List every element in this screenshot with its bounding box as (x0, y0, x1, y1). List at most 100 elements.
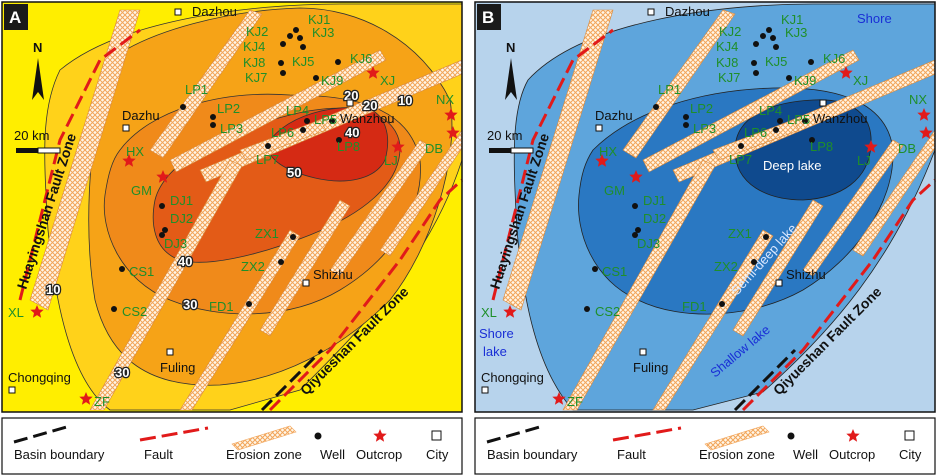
legend-fault-line (139, 426, 209, 442)
well-label: LP3 (693, 121, 716, 136)
well-label: ZX1 (255, 226, 279, 241)
well-dot (180, 104, 186, 110)
well-dot (763, 234, 769, 240)
svg-text:N: N (506, 40, 515, 55)
well-dot (770, 35, 776, 41)
legend-erosion-zone-label: Erosion zone (699, 447, 775, 462)
outcrop-star (446, 126, 460, 139)
well-dot (210, 114, 216, 120)
well-dot (753, 41, 759, 47)
well-dot (773, 44, 779, 50)
legend-city-square (431, 430, 442, 441)
well-label: LP8 (810, 139, 833, 154)
well-label: FD1 (682, 299, 707, 314)
well-dot (751, 259, 757, 265)
legend-fault-line (612, 426, 682, 442)
well-dot (751, 60, 757, 66)
well-label: CS1 (602, 264, 627, 279)
well-label: ZX2 (241, 259, 265, 274)
legend-outcrop-star (373, 429, 387, 442)
well-label: ZX2 (714, 259, 738, 274)
well-dot (773, 127, 779, 133)
well-label: KJ3 (312, 25, 334, 40)
well-label: LP3 (220, 121, 243, 136)
panel-letter-box: A (4, 4, 28, 30)
outcrop-label: HX (126, 144, 144, 159)
well-label: LP2 (217, 101, 240, 116)
svg-text:50: 50 (287, 165, 301, 180)
legend-basin-boundary-line (13, 424, 71, 444)
well-label: KJ1 (308, 12, 330, 27)
legend-city-label: City (899, 447, 922, 462)
well-dot (300, 127, 306, 133)
city-label: Chongqing (8, 370, 71, 385)
fault-lines (491, 28, 937, 412)
city-marker (819, 99, 827, 107)
well-label: DJ3 (164, 236, 187, 251)
well-dot (802, 118, 808, 124)
outcrop-star (156, 170, 170, 183)
north-arrow: N (505, 40, 517, 100)
well-label: KJ2 (719, 24, 741, 39)
outcrop-label: NX (909, 92, 927, 107)
city-marker (8, 386, 16, 394)
legend-well-label: Well (793, 447, 818, 462)
city-label: Dazhou (192, 4, 237, 19)
outcrop-star (122, 154, 136, 167)
svg-text:40: 40 (345, 125, 359, 140)
city-label: Wanzhou (340, 111, 394, 126)
legend-outcrop-star (846, 429, 860, 442)
legend-city-label: City (426, 447, 449, 462)
legend-well-dot (787, 432, 795, 440)
well-label: LP4 (759, 103, 782, 118)
well-dot (808, 59, 814, 65)
well-label: LP8 (337, 139, 360, 154)
label-deep-lake: Deep lake (763, 158, 822, 173)
well-dot (162, 227, 168, 233)
well-label: LP1 (185, 82, 208, 97)
legend-well-label: Well (320, 447, 345, 462)
well-dot (719, 301, 725, 307)
svg-text:10: 10 (46, 282, 60, 297)
well-dot (159, 203, 165, 209)
outcrop-star (839, 66, 853, 79)
well-label: KJ7 (718, 70, 740, 85)
erosion-zones (29, 9, 462, 411)
city-marker (481, 386, 489, 394)
well-dot (246, 301, 252, 307)
city-label: Dazhu (122, 108, 160, 123)
well-label: LP7 (729, 152, 752, 167)
well-dot (265, 143, 271, 149)
well-dot (777, 118, 783, 124)
svg-text:B: B (482, 8, 494, 27)
svg-text:10: 10 (398, 93, 412, 108)
city-label: Shizhu (786, 267, 826, 282)
contour-50 (268, 107, 389, 182)
well-dot (632, 203, 638, 209)
well-label: LP4 (286, 103, 309, 118)
city-label: Dazhu (595, 108, 633, 123)
outcrop-star (79, 392, 93, 405)
well-dot (297, 35, 303, 41)
outcrop-star (444, 108, 458, 121)
panel-b-map: B N 20 km Shore Shore lake Deep lake Sem… (473, 0, 937, 476)
svg-text:30: 30 (183, 297, 197, 312)
well-dot (683, 122, 689, 128)
well-dot (766, 27, 772, 33)
outcrop-label: XJ (853, 73, 868, 88)
legend-box (474, 417, 936, 475)
legend-well-dot (314, 432, 322, 440)
well-dot (159, 232, 165, 238)
well-dot (290, 234, 296, 240)
legend-outcrop-label: Outcrop (829, 447, 875, 462)
well-label: KJ8 (716, 55, 738, 70)
well-label: LP2 (690, 101, 713, 116)
well-dot (592, 266, 598, 272)
outcrop-star (629, 170, 643, 183)
well-label: KJ9 (321, 73, 343, 88)
outcrop-label: XJ (380, 73, 395, 88)
well-label: KJ1 (781, 12, 803, 27)
label-shore-lake-2: lake (483, 344, 507, 359)
svg-text:20 km: 20 km (14, 128, 49, 143)
well-label: KJ6 (350, 51, 372, 66)
